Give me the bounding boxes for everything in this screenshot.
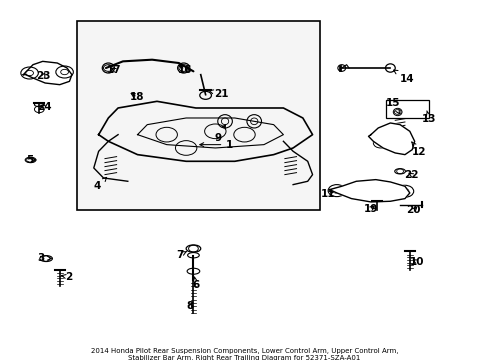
Polygon shape [329, 180, 409, 202]
Text: 19: 19 [363, 204, 377, 213]
Text: 12: 12 [411, 142, 426, 157]
Text: 4: 4 [94, 177, 106, 191]
Text: 3: 3 [38, 253, 51, 263]
Text: 17: 17 [107, 65, 121, 75]
Text: 1: 1 [200, 140, 233, 150]
Text: 6: 6 [192, 277, 199, 290]
Text: 7: 7 [176, 249, 186, 260]
Bar [385, 100, 428, 118]
Text: 24: 24 [37, 102, 51, 112]
Text: 5: 5 [26, 155, 36, 165]
Polygon shape [23, 61, 72, 85]
Text: 20: 20 [406, 205, 420, 215]
Text: 13: 13 [421, 111, 436, 123]
Polygon shape [368, 123, 414, 155]
Text: 8: 8 [186, 301, 193, 311]
Text: 2014 Honda Pilot Rear Suspension Components, Lower Control Arm, Upper Control Ar: 2014 Honda Pilot Rear Suspension Compone… [91, 348, 397, 360]
Text: 22: 22 [403, 170, 418, 180]
Text: 18: 18 [130, 92, 144, 102]
Text: 21: 21 [208, 89, 228, 99]
Text: 9: 9 [214, 125, 225, 143]
Bar [77, 21, 319, 210]
Text: 11: 11 [320, 189, 335, 199]
Text: 15: 15 [385, 98, 399, 114]
Text: 2: 2 [61, 272, 72, 282]
Text: 23: 23 [36, 71, 50, 81]
Text: 14: 14 [393, 70, 414, 84]
Text: 16: 16 [178, 65, 192, 75]
Text: 10: 10 [409, 257, 424, 267]
